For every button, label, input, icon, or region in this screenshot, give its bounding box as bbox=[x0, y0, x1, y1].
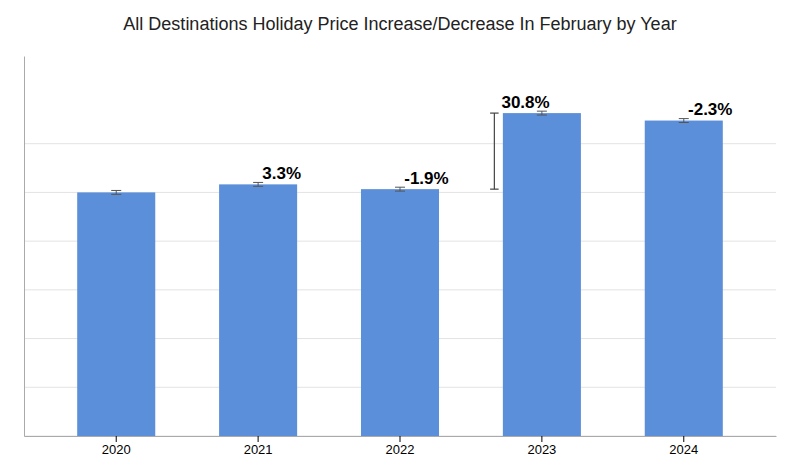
connector-line bbox=[494, 113, 495, 189]
x-tick-mark bbox=[258, 436, 259, 442]
chart: 2020 2021 2022 2023 2024 3.3% -1.9% 30.8% -2.3% A… bbox=[0, 0, 800, 476]
x-tick-mark bbox=[116, 436, 117, 442]
error-bar-part bbox=[258, 182, 259, 186]
error-bar-part bbox=[111, 194, 121, 195]
x-tick-label: 2022 bbox=[386, 442, 415, 457]
change-connector bbox=[490, 113, 499, 189]
annotation: 30.8% bbox=[501, 93, 549, 112]
x-tick: 2020 bbox=[102, 436, 131, 457]
x-axis: 2020 2021 2022 2023 2024 bbox=[25, 436, 777, 457]
bar bbox=[645, 121, 723, 436]
title: All Destinations Holiday Price Increase/… bbox=[123, 14, 676, 34]
error-bar-part bbox=[111, 190, 121, 191]
bar bbox=[503, 113, 581, 436]
x-tick-mark bbox=[400, 436, 401, 442]
y-axis-line bbox=[24, 57, 25, 437]
x-tick: 2022 bbox=[386, 436, 415, 457]
x-tick-label: 2023 bbox=[527, 442, 556, 457]
error-bar bbox=[111, 190, 121, 194]
annotation: 3.3% bbox=[262, 164, 301, 183]
x-tick-mark bbox=[541, 436, 542, 442]
x-tick-mark bbox=[683, 436, 684, 442]
error-bar-part bbox=[395, 191, 405, 192]
error-bar-part bbox=[116, 190, 117, 194]
annotations: 3.3% -1.9% 30.8% -2.3% bbox=[262, 93, 732, 188]
connector-notch bbox=[490, 189, 499, 190]
error-bar-part bbox=[537, 115, 547, 116]
x-tick-label: 2024 bbox=[669, 442, 698, 457]
bar bbox=[77, 192, 155, 436]
error-bar-part bbox=[683, 119, 684, 123]
bar bbox=[361, 189, 439, 436]
x-tick-label: 2021 bbox=[244, 442, 273, 457]
y-axis bbox=[24, 57, 25, 437]
x-tick: 2021 bbox=[244, 436, 273, 457]
x-tick: 2023 bbox=[527, 436, 556, 457]
error-bar-part bbox=[679, 122, 689, 123]
marks bbox=[77, 111, 723, 436]
connector-notch bbox=[490, 112, 499, 113]
annotation: -1.9% bbox=[404, 169, 448, 188]
annotation: -2.3% bbox=[688, 100, 732, 119]
plot: 2020 2021 2022 2023 2024 3.3% -1.9% 30.8% -2.3% bbox=[24, 57, 777, 458]
x-tick: 2024 bbox=[669, 436, 698, 457]
error-bar-part bbox=[253, 186, 263, 187]
x-tick-label: 2020 bbox=[102, 442, 131, 457]
error-bar-part bbox=[400, 187, 401, 191]
bar bbox=[219, 184, 297, 436]
